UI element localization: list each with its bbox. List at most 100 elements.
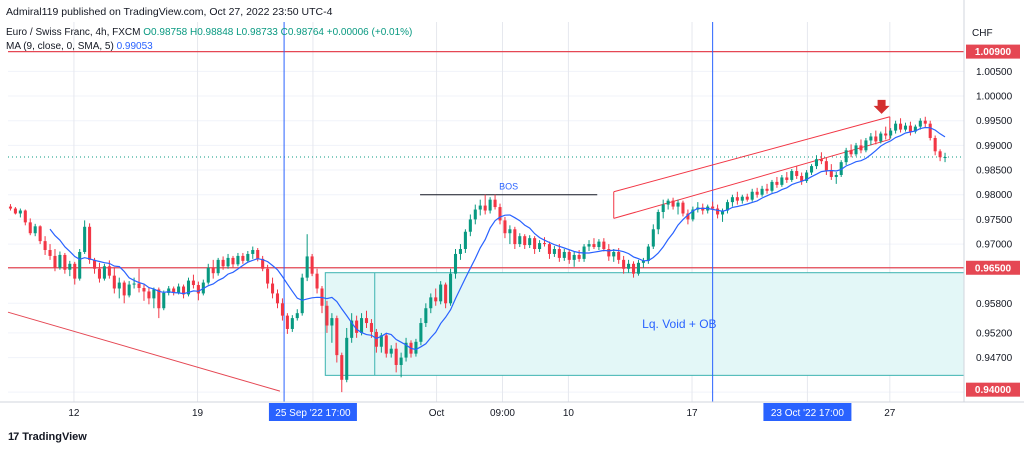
- candle-body: [538, 243, 542, 250]
- candle-body: [246, 253, 250, 261]
- currency-label: CHF: [972, 28, 993, 39]
- candle-body: [310, 256, 314, 274]
- candle-body: [805, 172, 809, 181]
- candle-body: [147, 291, 151, 299]
- candle-body: [641, 260, 645, 263]
- zone-rect: [324, 272, 965, 376]
- candle-body: [869, 136, 873, 141]
- candle-body: [701, 207, 705, 211]
- channel-upper: [613, 116, 890, 193]
- candle-body: [468, 219, 472, 232]
- candle-body: [449, 273, 453, 304]
- candle-body: [345, 337, 349, 380]
- candle-body: [943, 157, 947, 159]
- candle-body: [740, 196, 744, 201]
- candle-body: [13, 208, 17, 214]
- candle-body: [824, 161, 828, 172]
- candle-body: [142, 288, 146, 292]
- candle-body: [844, 150, 848, 163]
- candle-body: [755, 191, 759, 195]
- x-tick-label: 10: [563, 408, 575, 419]
- candle-body: [434, 297, 438, 302]
- ma-value: 0.99053: [116, 41, 153, 52]
- price-tag-label: 0.94000: [975, 385, 1012, 396]
- candle-body: [567, 251, 571, 260]
- candle-body: [528, 238, 532, 246]
- candle-body: [102, 266, 106, 279]
- moving-average-series: [49, 126, 946, 351]
- candle-body: [686, 213, 690, 220]
- candle-body: [918, 120, 922, 127]
- candle-body: [533, 238, 537, 250]
- candle-body: [483, 205, 487, 211]
- candle-body: [938, 151, 942, 158]
- candle-body: [592, 244, 596, 248]
- candlestick-series: [8, 116, 947, 393]
- candle-body: [552, 249, 556, 254]
- candle-body: [88, 226, 92, 260]
- candle-body: [355, 320, 359, 333]
- candle-body: [261, 258, 265, 269]
- x-tick-highlight-label: 25 Sep '22 17:00: [275, 408, 351, 419]
- candle-body: [542, 243, 547, 245]
- candle-body: [236, 255, 240, 265]
- candle-body: [913, 126, 917, 132]
- candle-body: [765, 188, 769, 191]
- candle-body: [280, 303, 284, 316]
- candle-body: [463, 231, 467, 250]
- candle-body: [661, 204, 665, 212]
- candle-body: [627, 263, 631, 269]
- candle-body: [923, 120, 927, 124]
- candle-body: [908, 125, 912, 132]
- candle-body: [83, 226, 87, 252]
- x-tick-highlight-bg: [763, 403, 852, 421]
- price-tag-bg: [966, 382, 1020, 397]
- candle-body: [132, 283, 136, 285]
- price-tag-bg: [966, 44, 1020, 59]
- candle-body: [651, 229, 655, 247]
- candle-body: [364, 318, 369, 324]
- candle-body: [182, 286, 186, 295]
- horizontal-levels: [8, 51, 964, 269]
- candle-body: [206, 267, 210, 283]
- candle-body: [127, 284, 131, 296]
- brand-label: TradingView: [22, 431, 87, 443]
- candle-body: [256, 250, 260, 259]
- candle-body: [612, 251, 616, 257]
- candle-body: [63, 254, 67, 270]
- y-tick-label: 0.94700: [976, 353, 1013, 364]
- candle-body: [211, 267, 215, 274]
- drawing-lines: BOS: [7, 22, 891, 402]
- candle-body: [8, 206, 13, 209]
- candle-body: [414, 341, 418, 354]
- y-tick-label: 0.98000: [976, 190, 1013, 201]
- price-tag-label: 1.00900: [975, 47, 1012, 58]
- candle-body: [389, 348, 393, 354]
- x-tick-label: 09:00: [490, 408, 515, 419]
- liquidity-void-zone: Lq. Void + OB: [324, 272, 965, 376]
- candle-body: [424, 308, 428, 324]
- candle-body: [859, 145, 863, 151]
- candle-body: [711, 206, 715, 209]
- candle-body: [760, 188, 764, 195]
- candle-body: [666, 200, 670, 205]
- ma-legend: MA (9, close, 0, SMA, 5) 0.99053: [6, 41, 153, 52]
- candle-body: [800, 175, 804, 181]
- candle-body: [725, 202, 730, 211]
- candle-body: [503, 220, 507, 234]
- candle-body: [894, 123, 898, 131]
- y-tick-label: 1.00000: [976, 92, 1013, 103]
- candle-body: [928, 123, 932, 138]
- candle-body: [681, 202, 685, 214]
- x-tick-highlight-label: 23 Oct '22 17:00: [771, 408, 845, 419]
- symbol-title: Euro / Swiss Franc, 4h, FXCM: [6, 27, 141, 38]
- footer-brand[interactable]: 17 TradingView: [8, 431, 87, 443]
- candle-body: [117, 282, 121, 289]
- candle-body: [68, 263, 72, 270]
- y-tick-label: 0.95200: [976, 328, 1013, 339]
- candle-body: [23, 210, 27, 223]
- candle-body: [775, 181, 779, 185]
- candle-body: [691, 209, 695, 220]
- candle-body: [656, 212, 660, 230]
